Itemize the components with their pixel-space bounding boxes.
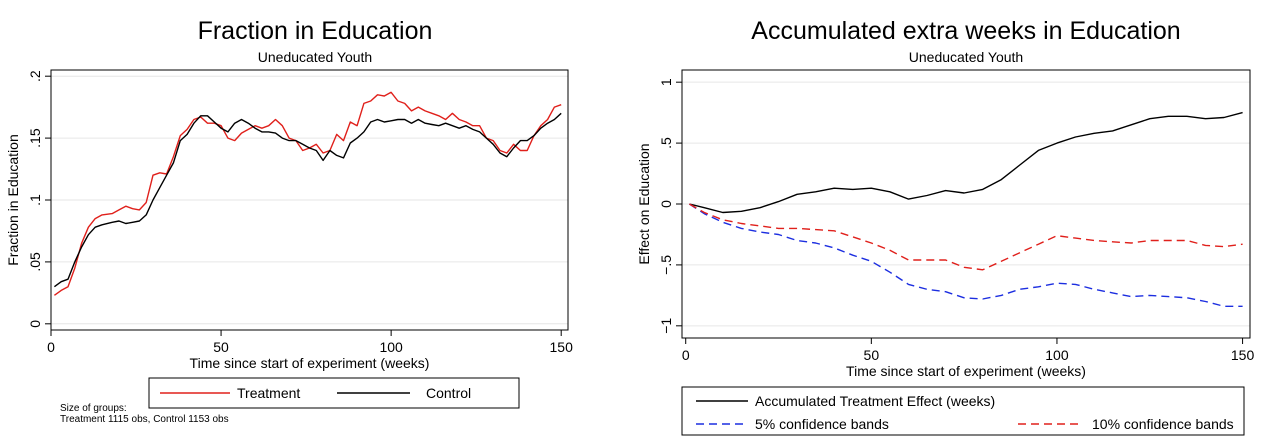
y-tick-label: .5	[658, 137, 674, 149]
y-axis-label: Effect on Education	[636, 143, 652, 264]
legend-label-3: 10% confidence bands	[1092, 416, 1234, 432]
group-size-note: Size of groups: Treatment 1115 obs, Cont…	[60, 403, 229, 425]
y-tick-label: −1	[658, 318, 674, 334]
y-tick-label: 0	[658, 200, 674, 208]
y-tick-label: 0	[27, 320, 43, 328]
x-axis-label: Time since start of experiment (weeks)	[190, 355, 430, 371]
chart-title: Fraction in Education	[198, 17, 433, 45]
series-line-2	[53, 112, 562, 288]
note-line-2: Treatment 1115 obs, Control 1153 obs	[60, 414, 229, 425]
note-line-1: Size of groups:	[60, 403, 127, 414]
chart-title: Accumulated extra weeks in Education	[751, 17, 1180, 45]
y-tick-label: 1	[658, 78, 674, 86]
chart-subtitle: Uneducated Youth	[909, 49, 1023, 65]
x-tick-label: 100	[379, 339, 403, 355]
legend-label-1: Accumulated Treatment Effect (weeks)	[755, 393, 995, 409]
x-tick-label: 50	[864, 347, 880, 363]
y-tick-label: .05	[27, 252, 43, 272]
y-tick-label: −.5	[658, 255, 674, 275]
x-tick-label: 100	[1045, 347, 1069, 363]
x-tick-label: 150	[550, 339, 574, 355]
y-tick-label: .2	[27, 70, 43, 82]
chart-subtitle: Uneducated Youth	[258, 49, 372, 65]
x-tick-label: 150	[1231, 347, 1255, 363]
legend-box	[681, 386, 1245, 436]
y-tick-label: .1	[27, 194, 43, 206]
series-line-1	[689, 111, 1243, 214]
y-axis-label: Fraction in Education	[5, 134, 21, 266]
x-tick-label: 50	[213, 339, 229, 355]
series-line-3	[689, 203, 1243, 271]
series-line-2	[689, 203, 1243, 307]
legend-label-2: Control	[426, 385, 471, 401]
legend-label-1: Treatment	[237, 385, 300, 401]
y-tick-label: .15	[27, 128, 43, 148]
x-tick-label: 0	[682, 347, 690, 363]
x-axis-label: Time since start of experiment (weeks)	[846, 363, 1086, 379]
x-tick-label: 0	[47, 339, 55, 355]
legend-label-2: 5% confidence bands	[755, 416, 889, 432]
